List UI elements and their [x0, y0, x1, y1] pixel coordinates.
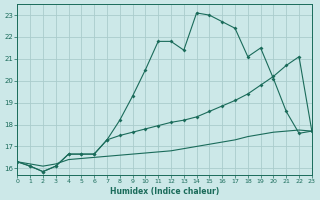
X-axis label: Humidex (Indice chaleur): Humidex (Indice chaleur): [110, 187, 219, 196]
